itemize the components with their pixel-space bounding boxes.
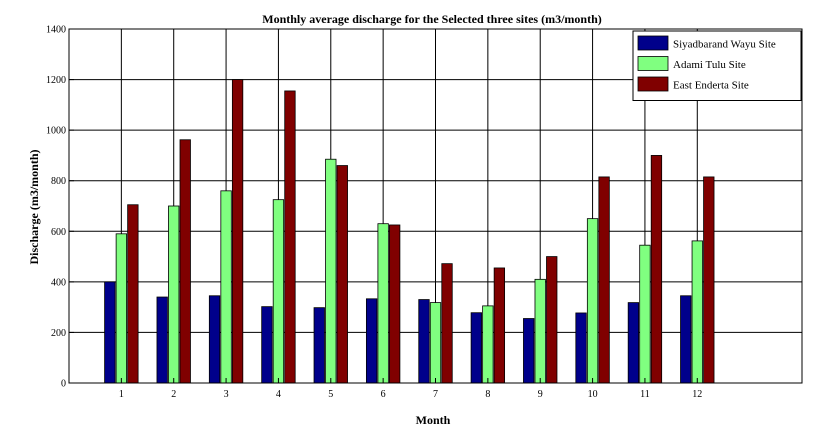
x-tick-label: 9 <box>538 389 543 400</box>
bar-siyadbarand-wayu-site-month-6 <box>365 298 378 384</box>
legend-entry-label: Siyadbarand Wayu Site <box>673 39 776 51</box>
legend-entry-label: Adami Tulu Site <box>673 59 746 71</box>
legend: Siyadbarand Wayu Site Adami Tulu Site East… <box>632 30 802 101</box>
x-tick-label: 10 <box>588 389 598 400</box>
bar-east-enderta-site-month-9 <box>546 256 558 384</box>
bar-siyadbarand-wayu-site-month-2 <box>156 296 168 384</box>
bar-siyadbarand-wayu-site-month-3 <box>208 295 221 384</box>
y-tick-label: 600 <box>51 227 66 238</box>
bar-siyadbarand-wayu-site-month-10 <box>575 312 587 384</box>
bar-adami-tulu-site-month-6 <box>377 223 389 384</box>
y-tick-label: 400 <box>51 277 66 288</box>
bar-adami-tulu-site-month-9 <box>534 278 546 384</box>
bar-east-enderta-site-month-5 <box>336 165 348 384</box>
bar-siyadbarand-wayu-site-month-4 <box>261 306 273 384</box>
bar-adami-tulu-site-month-3 <box>220 190 232 384</box>
x-tick-label: 1 <box>119 389 124 400</box>
y-tick-label: 1400 <box>46 25 66 36</box>
bar-adami-tulu-site-month-4 <box>272 199 285 384</box>
bar-siyadbarand-wayu-site-month-1 <box>104 281 116 384</box>
bar-east-enderta-site-month-2 <box>179 139 191 384</box>
bar-adami-tulu-site-month-5 <box>325 158 337 384</box>
bar-adami-tulu-site-month-8 <box>482 305 494 384</box>
y-tick-label: 200 <box>51 328 66 339</box>
bar-east-enderta-site-month-6 <box>389 224 401 384</box>
legend-swatch <box>637 35 669 51</box>
x-tick-label: 3 <box>224 389 229 400</box>
legend-swatch <box>637 56 669 71</box>
bar-siyadbarand-wayu-site-month-11 <box>627 302 640 384</box>
bar-adami-tulu-site-month-12 <box>691 240 703 384</box>
bar-east-enderta-site-month-1 <box>127 204 139 384</box>
bar-adami-tulu-site-month-10 <box>586 218 599 384</box>
bar-siyadbarand-wayu-site-month-12 <box>680 295 692 384</box>
x-axis-label: Month <box>416 413 451 427</box>
bar-adami-tulu-site-month-11 <box>639 244 651 384</box>
chart-title: Monthly average discharge for the Select… <box>262 12 602 26</box>
x-tick-label: 11 <box>640 389 650 400</box>
bar-east-enderta-site-month-7 <box>441 263 453 384</box>
x-tick-label: 6 <box>381 389 386 400</box>
legend-entry-label: East Enderta Site <box>673 80 749 92</box>
bar-east-enderta-site-month-10 <box>598 176 610 384</box>
y-tick-label: 0 <box>61 379 66 390</box>
bar-east-enderta-site-month-12 <box>703 176 715 384</box>
bar-east-enderta-site-month-8 <box>493 267 506 384</box>
bar-east-enderta-site-month-3 <box>231 79 244 384</box>
x-tick-label: 4 <box>276 389 281 400</box>
legend-swatch <box>637 76 669 92</box>
y-axis-label: Discharge (m3/month) <box>27 150 41 265</box>
bar-siyadbarand-wayu-site-month-7 <box>418 299 430 384</box>
bar-siyadbarand-wayu-site-month-5 <box>313 307 325 384</box>
bar-east-enderta-site-month-4 <box>284 90 296 384</box>
bar-siyadbarand-wayu-site-month-9 <box>523 318 535 384</box>
x-tick-label: 7 <box>433 389 438 400</box>
bar-adami-tulu-site-month-7 <box>429 302 442 384</box>
y-tick-label: 1200 <box>46 75 66 86</box>
bar-siyadbarand-wayu-site-month-8 <box>470 312 482 384</box>
x-tick-label: 2 <box>171 389 176 400</box>
y-tick-label: 800 <box>51 176 66 187</box>
bar-adami-tulu-site-month-2 <box>168 205 180 384</box>
x-tick-label: 8 <box>485 389 490 400</box>
bar-adami-tulu-site-month-1 <box>115 233 127 384</box>
y-tick-label: 1000 <box>46 126 66 137</box>
bar-east-enderta-site-month-11 <box>650 155 663 384</box>
x-tick-label: 12 <box>692 389 702 400</box>
x-tick-label: 5 <box>328 389 333 400</box>
